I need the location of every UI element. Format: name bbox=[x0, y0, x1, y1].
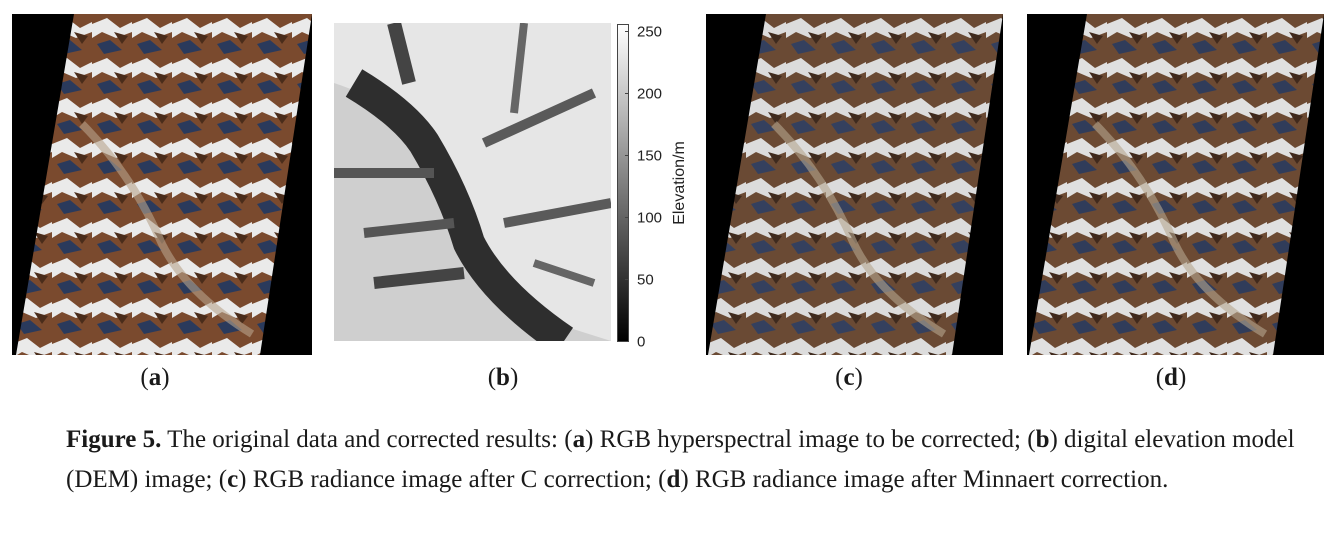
panel-c-image bbox=[706, 14, 1003, 355]
elevation-colorbar bbox=[617, 24, 629, 342]
colorbar-tick: 250 bbox=[637, 23, 663, 41]
colorbar-label: Elevation/m bbox=[671, 141, 688, 225]
colorbar-tick: 50 bbox=[637, 271, 654, 289]
dem-image bbox=[334, 23, 611, 341]
subfigure-label-b: (b) bbox=[487, 364, 519, 391]
rgb-hyperspectral-image bbox=[12, 14, 312, 355]
minnaert-correction-image bbox=[1027, 14, 1324, 355]
colorbar-tick: 200 bbox=[637, 85, 663, 103]
colorbar-tick: 100 bbox=[637, 209, 663, 227]
panel-a-image bbox=[12, 14, 312, 355]
colorbar-tick: 0 bbox=[637, 333, 646, 351]
panel-d-image bbox=[1027, 14, 1324, 355]
c-correction-image bbox=[706, 14, 1003, 355]
subfigure-label-a: (a) bbox=[140, 364, 170, 391]
subfigure-label-d: (d) bbox=[1155, 364, 1187, 391]
subfigure-label-c: (c) bbox=[835, 364, 863, 391]
colorbar-tick: 150 bbox=[637, 147, 663, 165]
panel-b-dem bbox=[334, 23, 611, 341]
figure-caption: Figure 5. The original data and correcte… bbox=[66, 426, 1295, 493]
caption-lead: Figure 5. bbox=[66, 426, 162, 453]
